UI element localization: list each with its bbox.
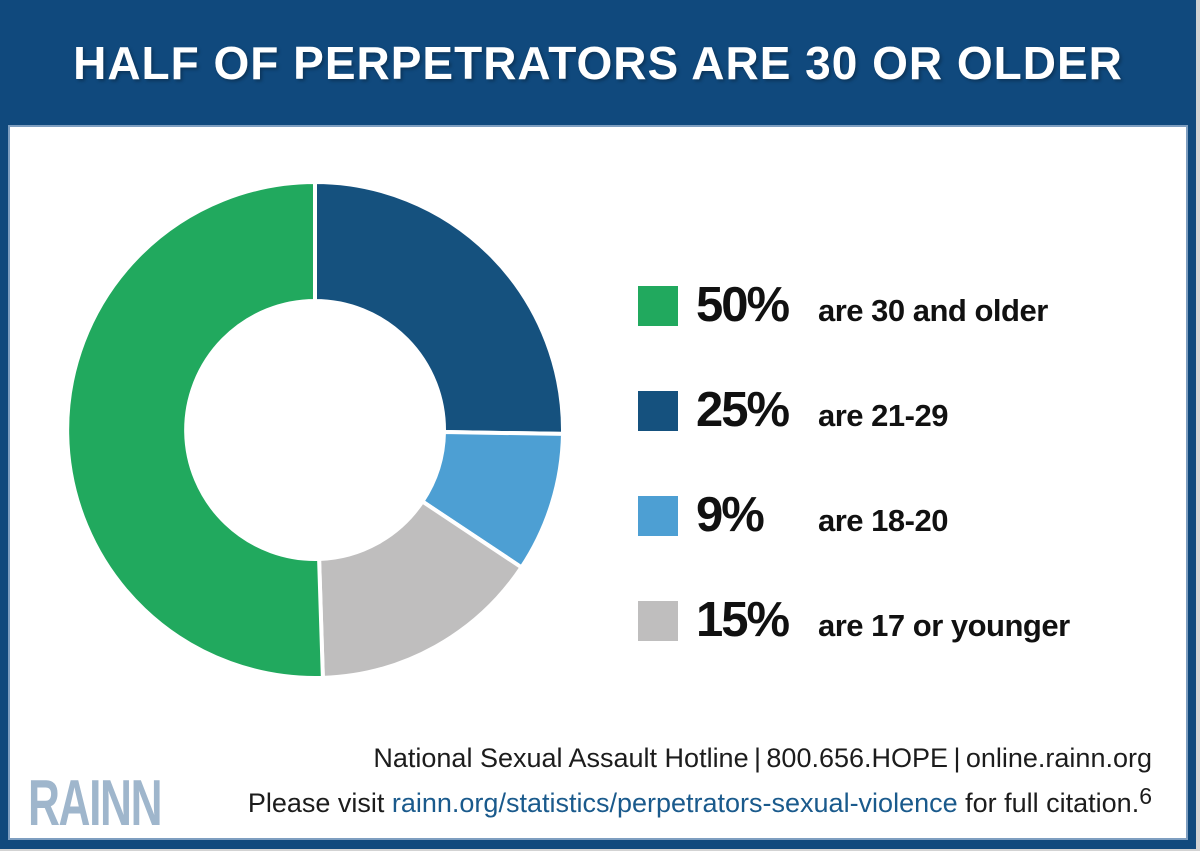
legend-row: 25% are 21-29 <box>638 386 1070 435</box>
citation-line: Please visit rainn.org/statistics/perpet… <box>248 781 1152 826</box>
header-band: HALF OF PERPETRATORS ARE 30 OR OLDER <box>0 0 1196 125</box>
legend-swatch <box>638 495 678 536</box>
legend-swatch <box>638 285 678 326</box>
legend-row: 50% are 30 and older <box>638 281 1070 330</box>
footer: National Sexual Assault Hotline | 800.65… <box>248 736 1152 826</box>
legend-percent: 15% <box>696 593 790 647</box>
legend-percent: 25% <box>696 383 790 437</box>
citation-link[interactable]: rainn.org/statistics/perpetrators-sexual… <box>391 788 958 818</box>
legend-label: are 18-20 <box>818 503 948 538</box>
legend-label: are 17 or younger <box>818 608 1070 643</box>
legend: 50% are 30 and older 25% are 21-29 9% ar… <box>638 281 1070 645</box>
donut-segment <box>317 499 524 680</box>
citation-suffix: for full citation. <box>957 788 1140 818</box>
legend-swatch <box>638 390 678 431</box>
hotline-line: National Sexual Assault Hotline | 800.65… <box>373 743 1152 773</box>
legend-percent: 9% <box>696 488 765 542</box>
rainn-logo: RAINN <box>28 766 163 839</box>
citation-prefix: Please visit <box>247 788 392 818</box>
legend-row: 15% are 17 or younger <box>638 596 1070 645</box>
donut-chart <box>65 180 565 680</box>
legend-label: are 30 and older <box>818 293 1048 328</box>
legend-percent: 50% <box>696 278 790 332</box>
page-title: HALF OF PERPETRATORS ARE 30 OR OLDER <box>73 36 1123 89</box>
donut-segment <box>313 180 565 436</box>
legend-swatch <box>638 600 678 641</box>
legend-row: 9% are 18-20 <box>638 491 1070 540</box>
citation-superscript: 6 <box>1139 783 1152 809</box>
donut-segment <box>65 180 325 680</box>
legend-label: are 21-29 <box>818 398 948 433</box>
